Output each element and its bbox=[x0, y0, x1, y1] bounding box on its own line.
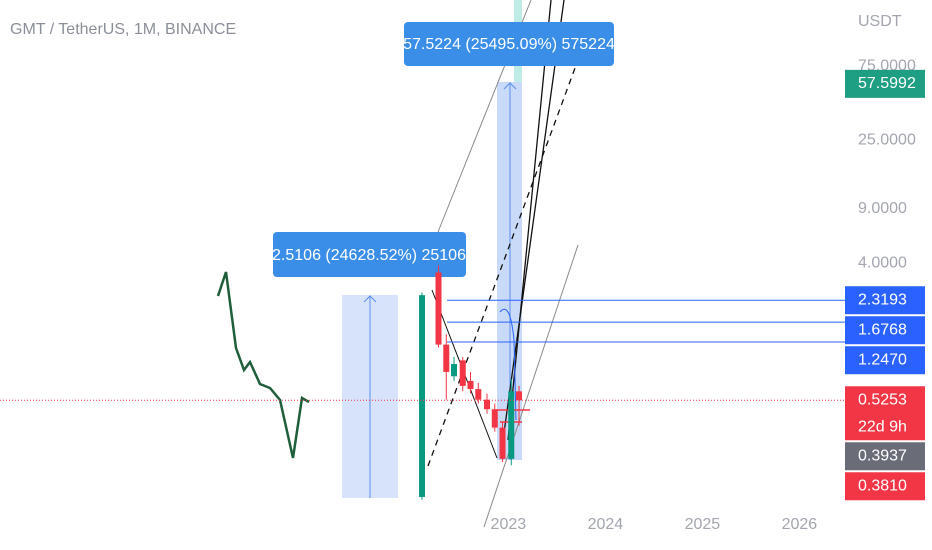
price-tag-label: 0.5253 bbox=[858, 391, 907, 408]
candle-body bbox=[467, 380, 474, 390]
arrow-head bbox=[503, 82, 517, 90]
arrow-head bbox=[363, 295, 377, 303]
price-tag-label: 1.2470 bbox=[858, 351, 907, 368]
countdown-label: 22d 9h bbox=[858, 418, 907, 435]
candle-body bbox=[443, 344, 450, 372]
price-tag-label: 0.3937 bbox=[858, 447, 907, 464]
candle-body bbox=[491, 409, 498, 428]
price-tag-label: 0.3810 bbox=[858, 477, 907, 494]
price-tag bbox=[845, 472, 925, 501]
candle-body bbox=[419, 295, 426, 497]
measure-label-box bbox=[404, 22, 614, 66]
y-tick-label: 25.0000 bbox=[858, 131, 916, 148]
x-tick-label: 2024 bbox=[588, 516, 624, 533]
price-tag bbox=[845, 286, 925, 315]
trend-line bbox=[483, 244, 579, 528]
drawings: 2.5106 (24628.52%) 25106 57.5224 (25495.… bbox=[216, 0, 615, 528]
price-tag bbox=[845, 442, 925, 471]
measure-label: 2.5106 (24628.52%) 25106 bbox=[272, 247, 466, 264]
candle-body bbox=[459, 360, 466, 386]
x-tick-label: 2023 bbox=[491, 516, 527, 533]
candle-body bbox=[516, 391, 523, 401]
price-tag bbox=[845, 386, 925, 441]
candle-body bbox=[435, 272, 442, 345]
trend-line bbox=[502, 0, 565, 441]
price-tag-label: 2.3193 bbox=[858, 291, 907, 308]
candle-body bbox=[475, 389, 482, 400]
price-tag bbox=[845, 69, 925, 98]
chart-title: GMT / TetherUS, 1M, BINANCE bbox=[10, 21, 236, 38]
candle-body bbox=[508, 391, 515, 459]
price-tag-label: 57.5992 bbox=[858, 75, 916, 92]
x-tick-label: 2026 bbox=[782, 516, 818, 533]
path-line bbox=[499, 308, 517, 421]
candle-body bbox=[484, 399, 491, 410]
candle-body bbox=[451, 363, 458, 377]
price-tag-label: 1.6768 bbox=[858, 321, 907, 338]
y-tick-label: 4.0000 bbox=[858, 255, 907, 272]
price-tag bbox=[845, 346, 925, 375]
candle-body bbox=[499, 427, 506, 459]
y-tick-label: 9.0000 bbox=[858, 200, 907, 217]
price-tag bbox=[845, 316, 925, 345]
measure-label: 57.5224 (25495.09%) 575224 bbox=[403, 36, 615, 53]
measure-label-box bbox=[273, 232, 466, 277]
x-tick-label: 2025 bbox=[685, 516, 721, 533]
y-axis-label: USDT bbox=[858, 13, 902, 30]
projection-line bbox=[216, 271, 310, 459]
